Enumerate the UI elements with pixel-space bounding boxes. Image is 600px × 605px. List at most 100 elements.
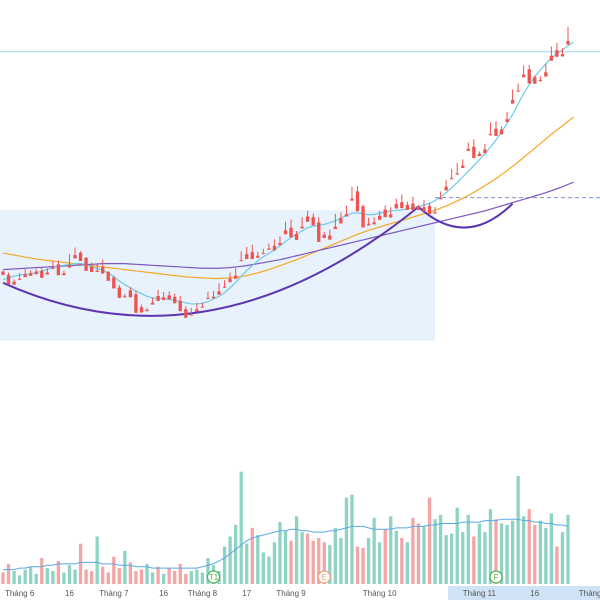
candle-body (117, 287, 121, 298)
candle-body (422, 207, 426, 212)
candle-body (245, 254, 249, 260)
candle-body (566, 40, 570, 45)
x-tick-label: Tháng 11 (463, 589, 497, 598)
volume-bar (67, 565, 72, 584)
candle-body (206, 297, 210, 299)
x-tick-label: Tháng 8 (188, 589, 218, 598)
volume-bar (189, 571, 193, 584)
candlesticks-layer (1, 26, 570, 318)
x-tick-label: Tháng 7 (99, 589, 129, 598)
volume-bar (416, 523, 421, 584)
volume-bar (145, 563, 149, 584)
ma-long-line (2, 181, 574, 271)
candle-body (211, 296, 216, 299)
candle-body (233, 275, 238, 279)
candle-body (438, 197, 443, 200)
volume-bar (499, 523, 504, 584)
volume-bar (317, 537, 321, 584)
volume-bar (178, 563, 182, 584)
volume-bar (372, 517, 376, 584)
event-badge (317, 570, 331, 584)
volume-bar (438, 514, 443, 584)
volume-bars-layer: T1 E F (1, 471, 570, 584)
volume-bar (256, 535, 260, 584)
volume-bar (23, 569, 27, 584)
volume-bar (311, 540, 315, 584)
candle-body (51, 267, 55, 269)
volume-bar (101, 566, 105, 584)
volume-bar (112, 556, 116, 584)
candle-body (112, 277, 116, 289)
candle-body (433, 212, 437, 214)
volume-bar (505, 524, 509, 584)
candle-body (328, 235, 332, 240)
x-tick-label: 16 (65, 589, 74, 598)
candle-body (317, 222, 321, 242)
volume-bar (350, 494, 354, 584)
volume-bar (272, 542, 277, 584)
event-badge (206, 570, 221, 584)
candle-body (383, 209, 387, 218)
volume-bar (150, 572, 155, 584)
volume-bar (261, 552, 266, 584)
volume-bar (461, 532, 465, 584)
volume-bar (245, 543, 249, 584)
candle-body (505, 119, 509, 123)
candle-body (516, 90, 520, 92)
volume-bar (533, 524, 537, 584)
volume-bar (239, 471, 243, 584)
volume-bar (195, 569, 199, 584)
volume-bar (173, 571, 177, 584)
candle-body (161, 297, 166, 300)
candle-body (350, 198, 354, 201)
candle-body (167, 295, 171, 300)
candle-body (56, 264, 61, 276)
volume-bar (84, 569, 88, 584)
candle-body (300, 226, 304, 229)
volume-bar (78, 543, 83, 584)
candle-body (560, 54, 565, 57)
candle-body (12, 281, 16, 285)
volume-bar (250, 527, 254, 584)
volume-bar (117, 568, 121, 584)
x-tick-label: 17 (242, 589, 251, 598)
x-tick-label: Tháng 6 (5, 589, 35, 598)
candle-body (544, 72, 548, 77)
candle-body (23, 274, 27, 278)
volume-bar (1, 572, 5, 584)
candle-body (455, 173, 459, 175)
candle-body (89, 266, 94, 272)
candle-body (267, 248, 271, 250)
volume-bar (45, 568, 49, 584)
candle-body (366, 223, 371, 226)
candle-body (538, 79, 542, 82)
volume-bar (566, 514, 570, 584)
volume-bar (184, 573, 188, 584)
candle-body (344, 214, 349, 217)
volume-bar (12, 571, 16, 584)
event-badge-label: T1 (209, 573, 219, 582)
volume-bar (222, 546, 227, 584)
volume-bar (139, 569, 144, 584)
candle-body (483, 149, 487, 154)
event-badge (489, 570, 503, 584)
volume-bar (450, 533, 454, 584)
candle-body (34, 271, 38, 275)
volume-bar (510, 520, 515, 584)
candle-body (67, 264, 72, 268)
volume-bar (167, 568, 171, 584)
volume-bar (333, 527, 338, 584)
candle-body (372, 222, 376, 225)
candle-body (128, 290, 133, 298)
candle-body (527, 69, 531, 84)
candle-body (84, 257, 88, 271)
candle-body (278, 242, 282, 246)
volume-bar (549, 513, 554, 584)
volume-bar (106, 572, 110, 584)
volume-bar (522, 516, 526, 584)
candle-body (355, 191, 360, 212)
candle-body (339, 218, 343, 224)
volume-bar (95, 536, 99, 584)
volume-bar (544, 527, 548, 584)
